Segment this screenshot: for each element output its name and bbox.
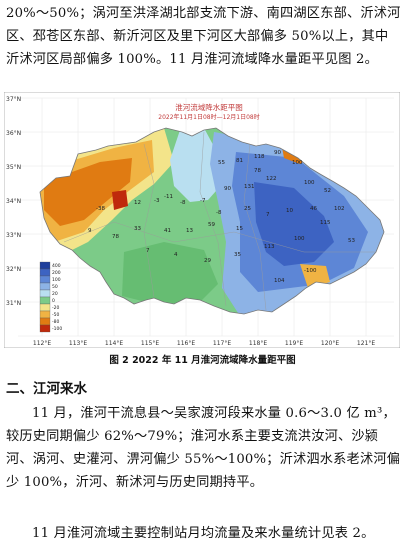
- station-value: 29: [204, 258, 211, 264]
- statistics-note-paragraph: 11 月淮河流域主要控制站月均流量及来水量统计见表 2。: [32, 526, 375, 541]
- legend-swatch: [39, 324, 51, 333]
- lat-label: 33°N: [6, 232, 21, 239]
- legend-swatch: [39, 261, 51, 270]
- legend-label: 200: [52, 270, 61, 276]
- station-value: 15: [236, 226, 243, 232]
- station-value: 52: [324, 188, 331, 194]
- figure-caption: 图 2 2022 年 11 月淮河流域降水量距平图: [109, 355, 296, 366]
- station-value: 10: [286, 208, 293, 214]
- station-value: 25: [244, 206, 251, 212]
- station-value: 55: [218, 160, 225, 166]
- legend-swatch: [39, 275, 51, 284]
- station-value: 90: [274, 150, 281, 156]
- station-value: 118: [254, 154, 265, 160]
- legend-label: -50: [52, 312, 59, 318]
- legend-label: -20: [52, 305, 59, 311]
- station-value: -38: [96, 206, 105, 212]
- lat-label: 37°N: [6, 96, 21, 103]
- lat-label: 34°N: [6, 198, 21, 205]
- station-value: 100: [294, 236, 305, 242]
- station-value: -8: [216, 210, 222, 216]
- lon-label: 119°E: [285, 340, 303, 347]
- station-value: 100: [292, 160, 303, 166]
- latitude-labels: 37°N 36°N 35°N 34°N 33°N 32°N 31°N: [6, 96, 21, 307]
- lat-label: 35°N: [6, 164, 21, 171]
- river-inflow-paragraph: 11 月，淮河干流息县～吴家渡河段来水量 0.6～3.0 亿 m³，较历史同期偏…: [6, 406, 401, 490]
- station-value: -8: [180, 200, 186, 206]
- precipitation-anomaly-map: 淮河流域降水距平图 2022年11月1日08时—12月1日08时 90 118 81…: [3, 91, 401, 349]
- station-value: 131: [244, 184, 255, 190]
- legend-label: -100: [52, 326, 62, 332]
- legend-label: 0: [52, 298, 55, 304]
- station-value: 9: [88, 228, 92, 234]
- station-value: 41: [164, 228, 171, 234]
- legend-swatch: [39, 282, 51, 291]
- map-subtitle: 2022年11月1日08时—12月1日08时: [158, 113, 259, 121]
- legend-swatch: [39, 317, 51, 326]
- sub-basin-lines: [63, 131, 376, 311]
- legend-swatch: [39, 296, 51, 305]
- station-value-labels: 90 118 81 55 100 78 122 100 131 90 52 -11 -3 -8 -7 -38 1…: [88, 150, 355, 284]
- map-title: 淮河流域降水距平图: [175, 102, 243, 112]
- legend-swatch: [39, 289, 51, 298]
- station-value: 78: [254, 168, 261, 174]
- lon-label: 116°E: [177, 340, 195, 347]
- station-value: 104: [274, 278, 285, 284]
- station-value: 12: [134, 200, 141, 206]
- lon-label: 118°E: [249, 340, 267, 347]
- station-value: -3: [154, 198, 160, 204]
- station-value: 78: [112, 234, 119, 240]
- lat-label: 36°N: [6, 130, 21, 137]
- legend-label: 400: [52, 263, 61, 269]
- station-value: -100: [304, 268, 317, 274]
- lon-label: 113°E: [69, 340, 87, 347]
- station-value: 59: [208, 222, 215, 228]
- lon-label: 120°E: [321, 340, 339, 347]
- lat-label: 31°N: [6, 300, 21, 307]
- longitude-labels: 112°E 113°E 114°E 115°E 116°E 117°E 118°…: [33, 340, 375, 347]
- station-value: 53: [348, 238, 355, 244]
- legend-swatch: [39, 310, 51, 319]
- station-value: 4: [174, 252, 178, 258]
- station-value: 113: [264, 244, 275, 250]
- station-value: 7: [146, 248, 150, 254]
- station-value: 7: [266, 212, 270, 218]
- lon-label: 121°E: [357, 340, 375, 347]
- intro-paragraph: 20%～50%；涡河至洪泽湖北部支流下游、南四湖区东部、沂沭河区、邳苍区东部、新…: [6, 6, 401, 67]
- lon-label: 117°E: [213, 340, 231, 347]
- station-value: 13: [186, 228, 193, 234]
- lon-label: 112°E: [33, 340, 51, 347]
- legend-label: 50: [52, 284, 58, 290]
- legend-swatch: [39, 303, 51, 312]
- legend-label: 20: [52, 291, 58, 297]
- lon-label: 115°E: [141, 340, 159, 347]
- basin-boundary: [39, 127, 385, 315]
- station-value: 90: [224, 186, 231, 192]
- station-value: 122: [266, 176, 277, 182]
- station-value: 81: [236, 158, 243, 164]
- station-value: 46: [310, 206, 317, 212]
- legend-label: -80: [52, 319, 59, 325]
- section-heading: 二、江河来水: [6, 381, 87, 397]
- station-value: -11: [164, 194, 173, 200]
- map-svg: 淮河流域降水距平图 2022年11月1日08时—12月1日08时 9011881…: [3, 91, 401, 349]
- legend-label: 100: [52, 277, 61, 283]
- legend-swatch: [39, 268, 51, 277]
- station-value: 100: [304, 180, 315, 186]
- lon-label: 114°E: [105, 340, 123, 347]
- station-value: 115: [320, 220, 331, 226]
- station-value: 35: [234, 252, 241, 258]
- station-value: -7: [200, 198, 206, 204]
- lat-label: 32°N: [6, 266, 21, 273]
- station-value: 102: [334, 206, 345, 212]
- station-value: 33: [134, 226, 141, 232]
